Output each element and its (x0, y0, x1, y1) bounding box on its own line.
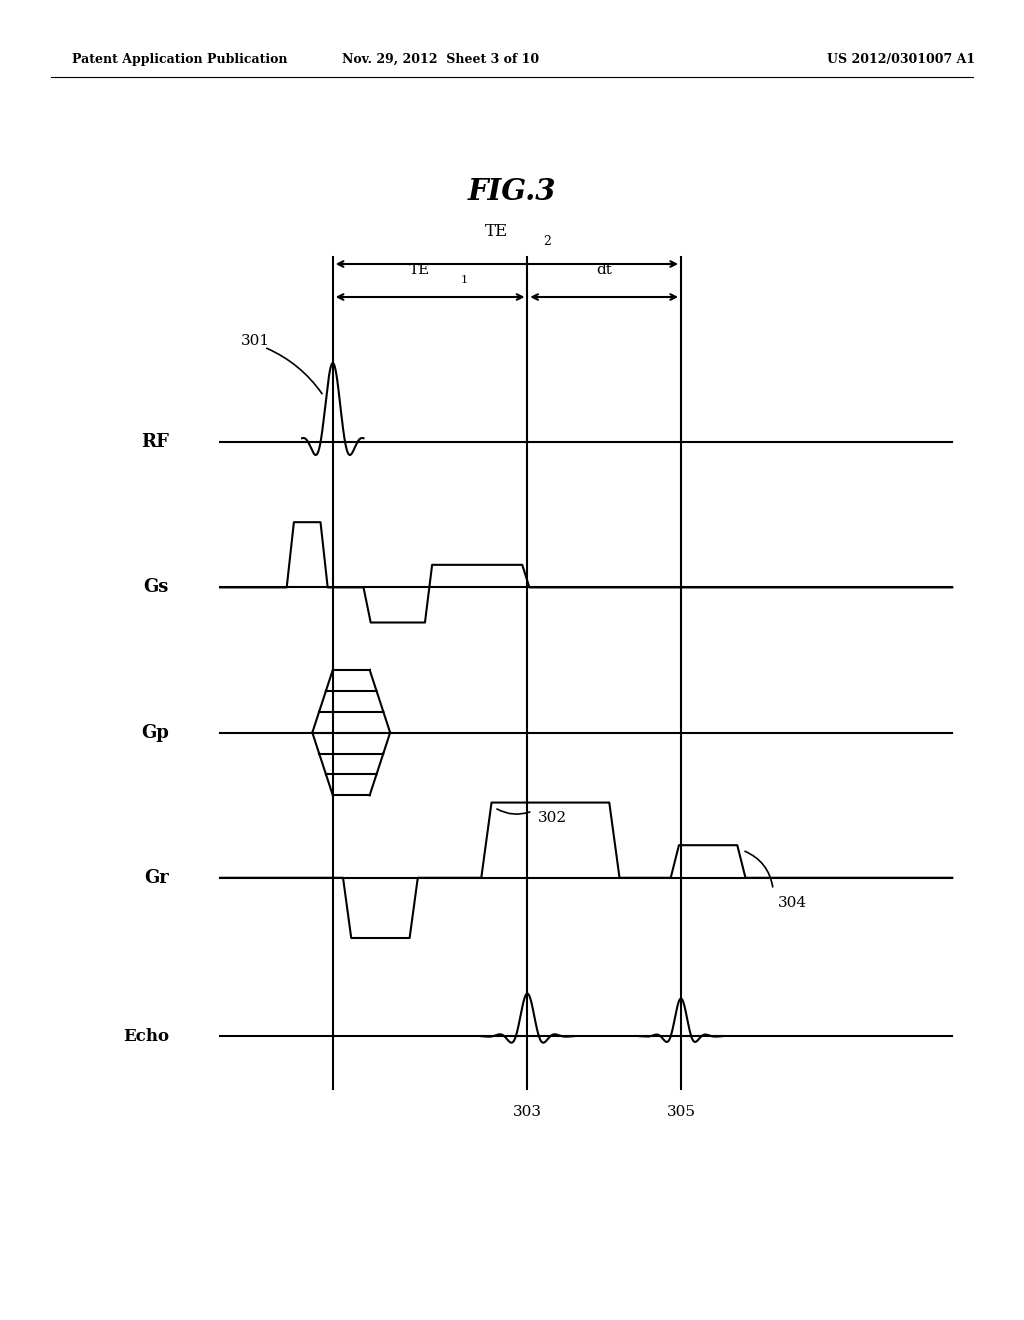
Text: Gr: Gr (144, 869, 169, 887)
Text: Nov. 29, 2012  Sheet 3 of 10: Nov. 29, 2012 Sheet 3 of 10 (342, 53, 539, 66)
Text: 1: 1 (461, 275, 468, 285)
Text: US 2012/0301007 A1: US 2012/0301007 A1 (827, 53, 975, 66)
Text: TE: TE (410, 263, 430, 277)
Text: 302: 302 (538, 810, 566, 825)
Text: 304: 304 (778, 896, 807, 909)
Text: FIG.3: FIG.3 (468, 177, 556, 206)
Text: 305: 305 (667, 1105, 695, 1119)
Text: 303: 303 (513, 1105, 542, 1119)
FancyArrowPatch shape (497, 809, 529, 814)
Text: Gs: Gs (143, 578, 169, 597)
Text: dt: dt (596, 263, 612, 277)
Text: 301: 301 (241, 334, 269, 347)
Text: Echo: Echo (123, 1028, 169, 1044)
Text: TE: TE (485, 223, 508, 240)
FancyArrowPatch shape (266, 348, 322, 393)
Text: RF: RF (141, 433, 169, 451)
Text: Patent Application Publication: Patent Application Publication (72, 53, 287, 66)
Text: Gp: Gp (141, 723, 169, 742)
FancyArrowPatch shape (745, 851, 773, 887)
Text: 2: 2 (543, 235, 551, 248)
